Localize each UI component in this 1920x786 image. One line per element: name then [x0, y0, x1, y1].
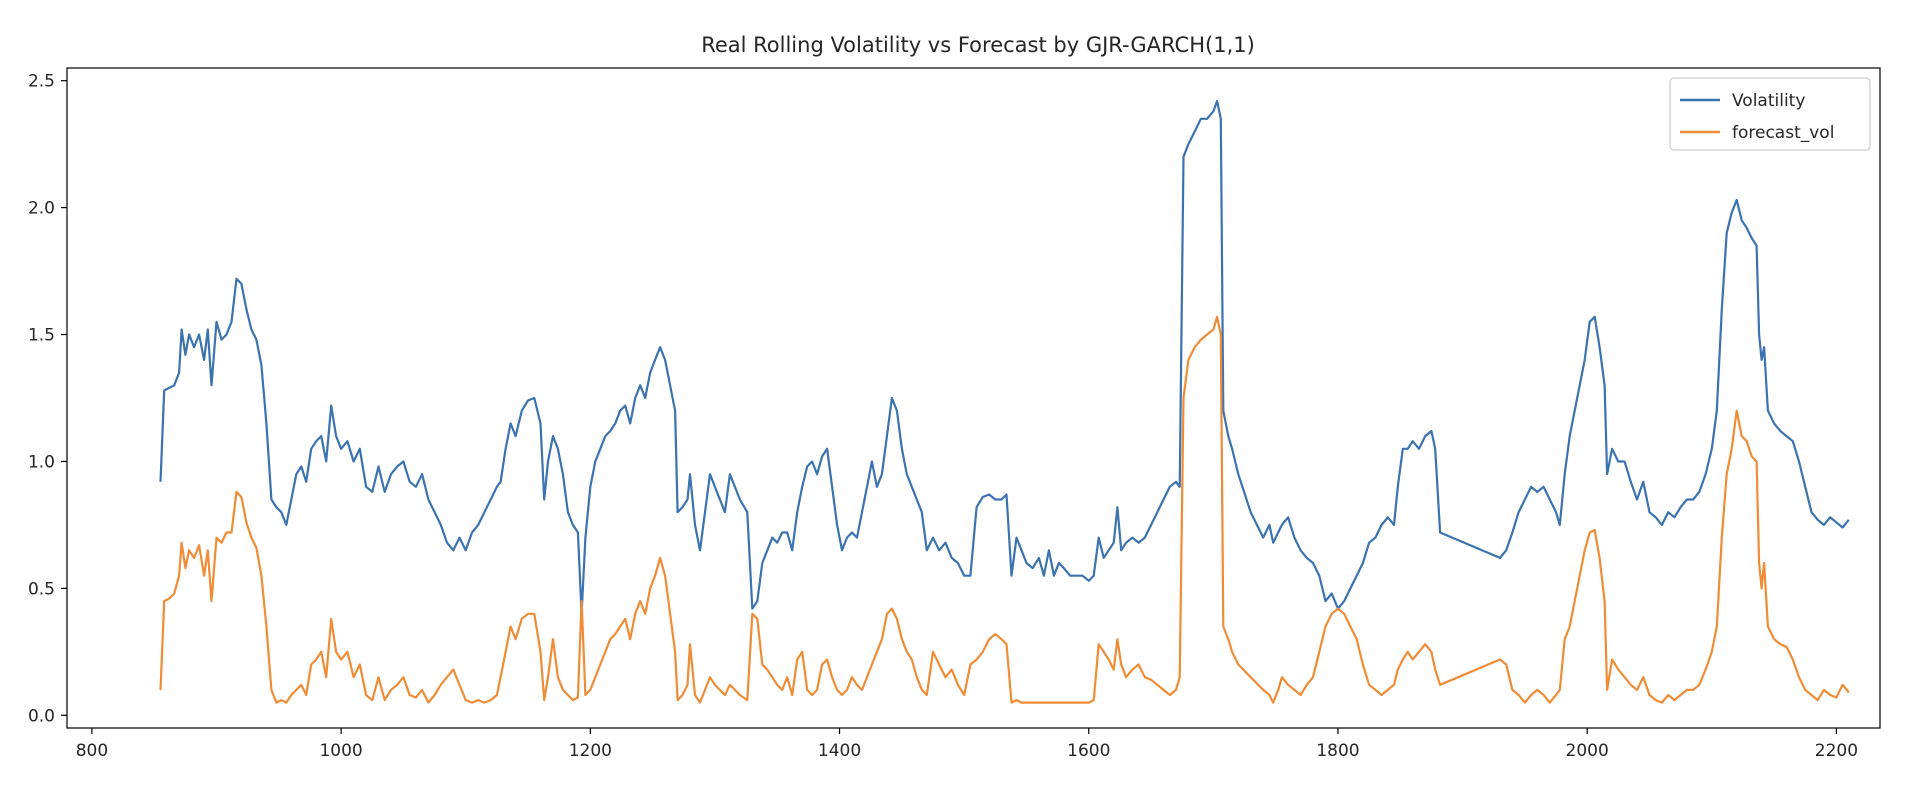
legend-label: Volatility [1732, 91, 1805, 111]
legend: Volatility forecast_vol [1669, 77, 1871, 151]
plot-area [66, 67, 1881, 729]
x-tick-label: 2000 [1566, 741, 1609, 761]
x-tick-label: 2200 [1815, 741, 1858, 761]
y-tick-label: 2.5 [28, 72, 55, 92]
chart-title: Real Rolling Volatility vs Forecast by G… [701, 33, 1255, 57]
series-line-volatility [159, 99, 1850, 615]
y-tick-label: 0.5 [28, 579, 55, 599]
x-axis: 800 1000 1200 1400 1600 1800 2000 2200 [76, 728, 1858, 761]
legend-label: forecast_vol [1732, 123, 1834, 143]
x-tick-label: 1800 [1316, 741, 1359, 761]
x-tick-label: 1400 [818, 741, 861, 761]
y-tick-label: 2.0 [28, 199, 55, 219]
y-tick-label: 1.5 [28, 326, 55, 346]
y-tick-label: 1.0 [28, 452, 55, 472]
x-tick-label: 1200 [569, 741, 612, 761]
series-line-forecast-vol [159, 315, 1850, 704]
x-tick-label: 1600 [1067, 741, 1110, 761]
x-tick-label: 800 [76, 741, 108, 761]
plot-frame [66, 67, 1881, 729]
y-tick-label: 0.0 [28, 706, 55, 726]
y-axis: 0.0 0.5 1.0 1.5 2.0 2.5 [28, 72, 67, 726]
x-tick-label: 1000 [319, 741, 362, 761]
